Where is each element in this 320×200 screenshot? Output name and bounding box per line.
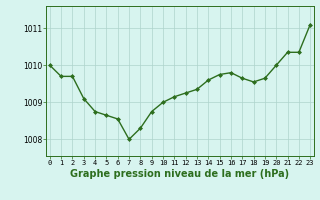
X-axis label: Graphe pression niveau de la mer (hPa): Graphe pression niveau de la mer (hPa) [70, 169, 290, 179]
